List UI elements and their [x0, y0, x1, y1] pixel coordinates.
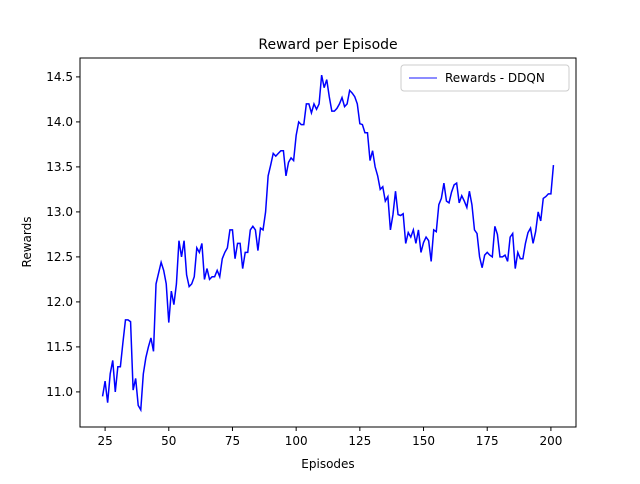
x-tick-label: 125	[348, 434, 371, 448]
y-tick-label: 14.0	[46, 115, 73, 129]
legend-box	[400, 64, 570, 92]
x-tick-label: 100	[285, 434, 308, 448]
y-tick-label: 11.0	[46, 385, 73, 399]
y-tick-label: 12.5	[46, 250, 73, 264]
x-tick-label: 50	[161, 434, 176, 448]
y-tick-label: 13.5	[46, 160, 73, 174]
y-tick-label: 14.5	[46, 70, 73, 84]
y-axis-label: Rewards	[20, 217, 34, 268]
legend-label: Rewards - DDQN	[445, 71, 545, 85]
y-tick-label: 12.0	[46, 295, 73, 309]
x-tick-label: 75	[225, 434, 240, 448]
y-tick-label: 13.0	[46, 205, 73, 219]
chart-title: Reward per Episode	[258, 37, 397, 53]
plot-frame	[79, 57, 577, 428]
x-tick-label: 25	[97, 434, 112, 448]
x-tick-label: 175	[476, 434, 499, 448]
x-tick-label: 150	[412, 434, 435, 448]
y-tick-label: 11.5	[46, 340, 73, 354]
x-tick-label: 200	[539, 434, 562, 448]
x-axis-label: Episodes	[301, 457, 354, 471]
line-series	[101, 74, 555, 413]
